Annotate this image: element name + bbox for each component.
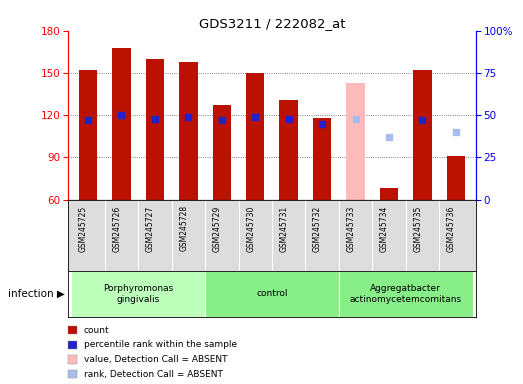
Bar xyxy=(380,189,398,200)
Text: GSM245727: GSM245727 xyxy=(146,205,155,252)
Text: GSM245728: GSM245728 xyxy=(179,205,188,252)
Text: GSM245731: GSM245731 xyxy=(280,205,289,252)
Point xyxy=(318,121,326,127)
Point xyxy=(351,116,360,122)
Bar xyxy=(79,70,97,200)
Point xyxy=(418,117,427,123)
Text: GSM245736: GSM245736 xyxy=(447,205,456,252)
Text: Porphyromonas
gingivalis: Porphyromonas gingivalis xyxy=(103,284,173,304)
Text: control: control xyxy=(256,289,288,298)
Text: GSM245733: GSM245733 xyxy=(347,205,356,252)
Text: GSM245734: GSM245734 xyxy=(380,205,389,252)
Text: GSM245735: GSM245735 xyxy=(413,205,423,252)
Bar xyxy=(112,48,131,200)
Text: GSM245726: GSM245726 xyxy=(112,205,121,252)
Bar xyxy=(346,83,365,200)
Bar xyxy=(447,156,465,200)
Text: Aggregatbacter
actinomycetemcomitans: Aggregatbacter actinomycetemcomitans xyxy=(350,284,462,304)
Bar xyxy=(179,62,198,200)
Text: percentile rank within the sample: percentile rank within the sample xyxy=(84,340,237,349)
Point xyxy=(84,117,92,123)
Text: rank, Detection Call = ABSENT: rank, Detection Call = ABSENT xyxy=(84,369,223,379)
Point xyxy=(285,116,293,122)
Point xyxy=(184,114,192,120)
Point xyxy=(452,129,460,135)
Bar xyxy=(205,271,339,317)
Point xyxy=(151,116,159,122)
Bar xyxy=(279,100,298,200)
Bar xyxy=(246,73,265,200)
Point xyxy=(251,114,259,120)
Text: value, Detection Call = ABSENT: value, Detection Call = ABSENT xyxy=(84,355,227,364)
Text: infection ▶: infection ▶ xyxy=(8,289,65,299)
Text: GSM245729: GSM245729 xyxy=(213,205,222,252)
Bar xyxy=(313,118,331,200)
Text: GSM245730: GSM245730 xyxy=(246,205,255,252)
Text: count: count xyxy=(84,326,109,335)
Text: GSM245725: GSM245725 xyxy=(79,205,88,252)
Point xyxy=(218,117,226,123)
Point xyxy=(117,112,126,118)
Point xyxy=(385,134,393,140)
Title: GDS3211 / 222082_at: GDS3211 / 222082_at xyxy=(199,17,345,30)
Bar xyxy=(339,271,473,317)
Bar xyxy=(413,70,431,200)
Text: GSM245732: GSM245732 xyxy=(313,205,322,252)
Bar xyxy=(146,59,164,200)
Bar xyxy=(71,271,205,317)
Bar xyxy=(213,105,231,200)
